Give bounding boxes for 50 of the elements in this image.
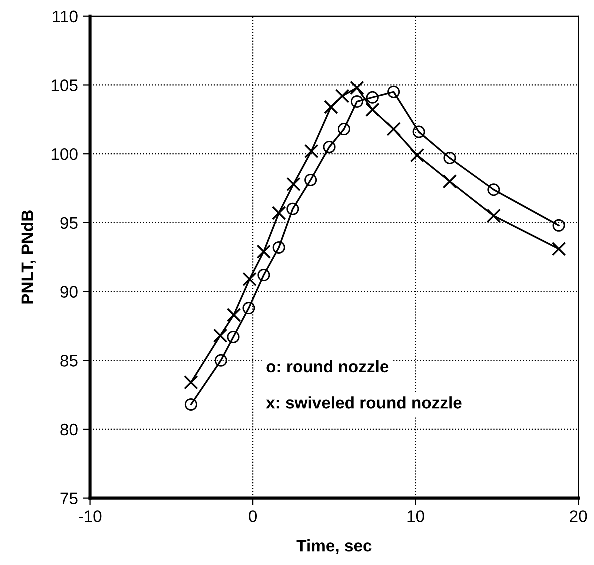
point [323,140,336,154]
point [350,80,364,96]
y-tick-label: 110 [53,10,78,23]
point [412,126,426,138]
y-tick-label: 90 [60,286,78,298]
point [444,152,456,164]
point [388,86,400,98]
annotation: x: swiveled round nozzle [266,396,462,409]
y-tick-label: 95 [60,217,78,230]
point [366,91,379,104]
annotation: o: round nozzle [266,360,389,373]
point [272,241,286,254]
y-tick-label: 100 [52,148,78,160]
y-tick-label: 105 [52,80,78,92]
point [304,144,319,158]
point [256,244,272,260]
point [552,242,566,256]
point [184,376,198,390]
point [552,219,566,232]
point [338,123,350,136]
y-tick-label: 85 [60,355,78,367]
point [335,89,350,104]
x-tick-label: 0 [249,510,258,522]
point [304,174,318,186]
point [184,398,198,411]
y-axis-title: PNLT, PNdB [21,210,36,304]
point [286,177,301,192]
x-tick-label: 20 [570,510,588,522]
point [214,354,228,367]
y-tick-label: 80 [60,424,78,436]
point [366,102,380,118]
point [226,308,242,322]
point [242,272,257,287]
point [227,330,240,344]
point [258,269,270,282]
x-tick-label: 10 [408,510,424,522]
point [272,206,286,220]
point [213,328,228,343]
point [442,174,458,189]
point [324,100,338,114]
point [486,208,502,224]
point [410,148,425,163]
point [286,202,300,216]
point [350,96,364,108]
x-tick-label: -10 [78,510,102,522]
x-axis-title: Time, sec [296,540,372,554]
point [386,122,401,136]
point [488,184,500,196]
point [242,302,256,315]
y-tick-label: 75 [60,492,78,505]
